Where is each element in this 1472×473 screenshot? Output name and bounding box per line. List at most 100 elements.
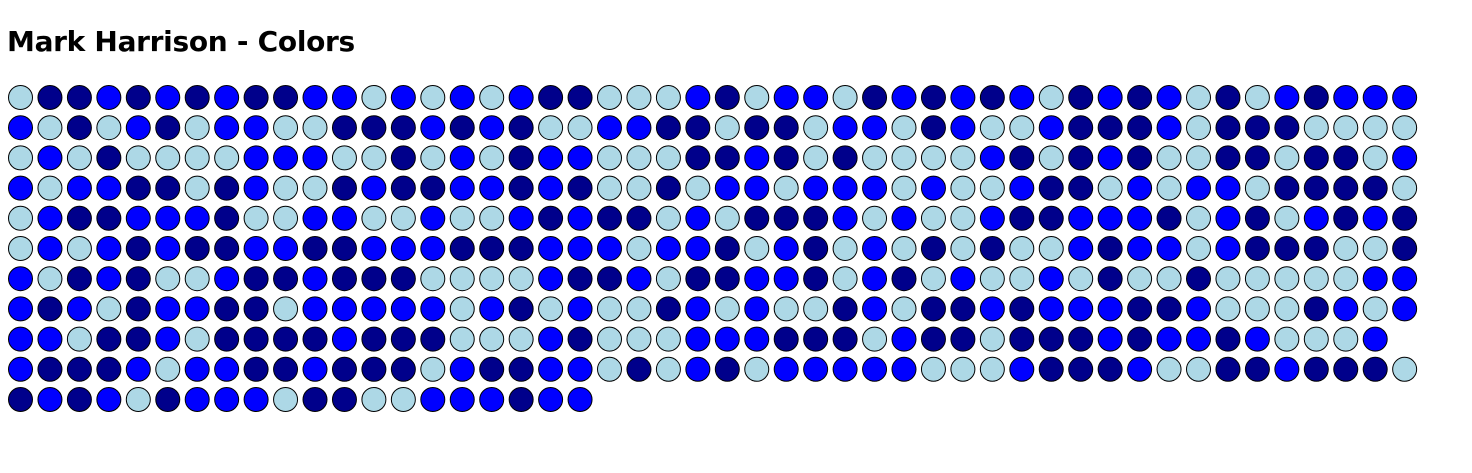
dot-blue (1333, 296, 1359, 322)
dot-lightblue (979, 326, 1005, 352)
dot-blue (96, 236, 122, 261)
dot-lightblue (1127, 266, 1153, 292)
dot-lightblue (449, 266, 475, 292)
dot-blue (773, 266, 799, 292)
dot-blue (1392, 296, 1418, 322)
dot-blue (508, 205, 534, 231)
dot-darkblue (155, 115, 181, 141)
dot-blue (1362, 266, 1388, 292)
dot-blue (37, 387, 63, 412)
dot-lightblue (979, 356, 1005, 382)
dot-darkblue (655, 115, 681, 141)
dot-darkblue (567, 175, 593, 201)
dot-blue (1038, 115, 1064, 141)
dot-darkblue (96, 145, 122, 171)
dot-blue (1156, 85, 1182, 110)
dot-lightblue (66, 145, 92, 171)
dot-blue (1009, 356, 1035, 382)
dot-blue (567, 205, 593, 231)
dot-darkblue (1068, 145, 1094, 171)
dot-lightblue (125, 145, 151, 171)
dot-blue (184, 296, 210, 322)
dot-blue (1215, 175, 1241, 201)
dot-darkblue (302, 236, 328, 261)
dot-darkblue (832, 145, 858, 171)
dot-blue (1009, 175, 1035, 201)
dot-lightblue (1274, 296, 1300, 322)
dot-blue (1362, 326, 1388, 352)
dot-lightblue (538, 115, 564, 141)
dot-lightblue (1303, 266, 1329, 292)
dot-blue (714, 326, 740, 352)
dot-darkblue (243, 296, 269, 322)
dot-lightblue (8, 236, 33, 261)
dot-lightblue (1068, 266, 1094, 292)
dot-blue (803, 175, 829, 201)
dot-lightblue (538, 296, 564, 322)
dot-darkblue (1068, 326, 1094, 352)
dot-blue (1127, 356, 1153, 382)
dot-blue (243, 387, 269, 412)
dot-blue (1244, 326, 1270, 352)
dot-blue (449, 387, 475, 412)
page-title: Mark Harrison - Colors (7, 25, 355, 58)
dot-lightblue (1362, 145, 1388, 171)
dot-lightblue (449, 205, 475, 231)
dot-darkblue (1038, 356, 1064, 382)
dot-blue (1392, 145, 1418, 171)
dot-lightblue (420, 145, 446, 171)
dot-lightblue (626, 175, 652, 201)
dot-blue (214, 85, 240, 110)
dot-lightblue (597, 145, 622, 171)
dot-lightblue (508, 326, 534, 352)
dot-darkblue (214, 236, 240, 261)
dot-darkblue (1068, 85, 1094, 110)
dot-lightblue (626, 296, 652, 322)
dot-blue (685, 296, 711, 322)
dot-darkblue (420, 326, 446, 352)
dot-blue (538, 175, 564, 201)
dot-lightblue (891, 296, 917, 322)
dot-blue (950, 85, 976, 110)
dot-darkblue (243, 266, 269, 292)
dot-lightblue (273, 115, 299, 141)
dot-lightblue (1215, 296, 1241, 322)
dot-blue (184, 356, 210, 382)
dot-blue (891, 356, 917, 382)
dot-blue (1392, 266, 1418, 292)
dot-lightblue (125, 387, 151, 412)
dot-blue (479, 387, 505, 412)
dot-lightblue (361, 205, 387, 231)
dot-darkblue (273, 356, 299, 382)
dot-darkblue (1097, 115, 1123, 141)
dot-blue (1215, 205, 1241, 231)
dot-blue (979, 296, 1005, 322)
dot-blue (714, 175, 740, 201)
dot-blue (420, 387, 446, 412)
dot-lightblue (302, 115, 328, 141)
dot-darkblue (1097, 266, 1123, 292)
dot-blue (979, 205, 1005, 231)
dot-darkblue (803, 205, 829, 231)
dot-darkblue (361, 115, 387, 141)
dot-darkblue (1068, 356, 1094, 382)
dot-darkblue (66, 387, 92, 412)
dot-blue (950, 115, 976, 141)
dot-darkblue (1127, 85, 1153, 110)
dot-darkblue (655, 175, 681, 201)
dot-darkblue (1303, 145, 1329, 171)
dot-darkblue (390, 145, 416, 171)
dot-lightblue (1362, 296, 1388, 322)
dot-blue (331, 296, 357, 322)
dot-blue (449, 145, 475, 171)
dot-blue (862, 356, 888, 382)
dot-lightblue (655, 356, 681, 382)
dot-darkblue (243, 85, 269, 110)
dot-darkblue (125, 175, 151, 201)
dot-darkblue (1215, 326, 1241, 352)
dot-blue (567, 296, 593, 322)
dot-darkblue (567, 266, 593, 292)
dot-darkblue (773, 205, 799, 231)
dot-blue (685, 356, 711, 382)
dot-darkblue (655, 296, 681, 322)
